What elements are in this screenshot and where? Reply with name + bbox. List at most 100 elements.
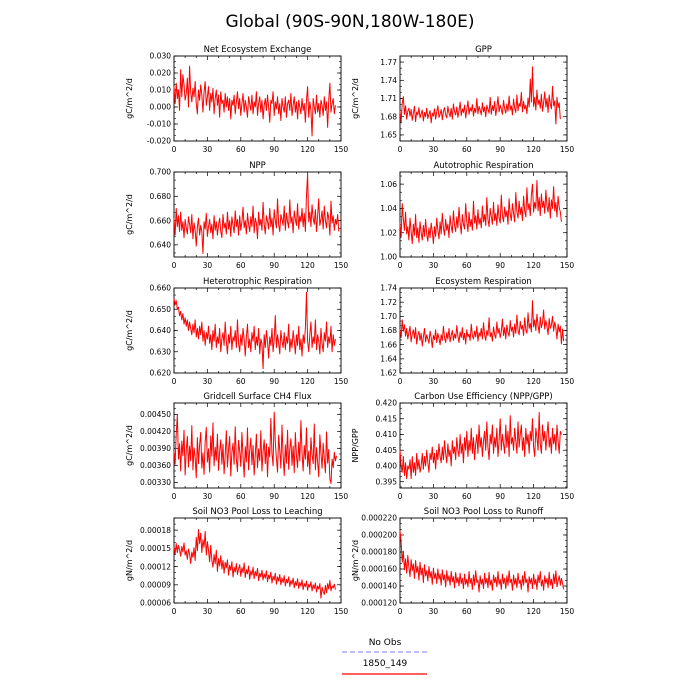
y-tick-label: 0.630: [150, 347, 172, 356]
series-line-1850-149: [399, 180, 562, 245]
y-tick-label: 1.74: [380, 76, 397, 85]
x-tick-label: 0: [398, 261, 403, 270]
x-tick-label: 120: [526, 377, 541, 386]
x-tick-label: 150: [334, 607, 349, 616]
legend: No Obs 1850_149: [342, 638, 427, 675]
y-tick-label: 0.020: [150, 69, 172, 78]
x-tick-label: 60: [462, 492, 472, 501]
panel-soil-no3-pool-loss-to-runoff: Soil NO3 Pool Loss to Runoff 0 30 60 90 120 15…: [351, 507, 574, 616]
x-tick-label: 120: [300, 261, 315, 270]
x-tick-label: 120: [300, 492, 315, 501]
y-tick-label: -0.020: [147, 137, 171, 146]
panel-title: Heterotrophic Respiration: [203, 277, 312, 287]
x-tick-label: 120: [300, 607, 315, 616]
x-tick-label: 120: [300, 377, 315, 386]
panel-autotrophic-respiration: Autotrophic Respiration 0 30 60 90 120 150 1.00…: [380, 161, 574, 270]
x-tick-label: 0: [398, 377, 403, 386]
y-tick-label: 1.06: [380, 180, 397, 189]
panel-soil-no3-pool-loss-to-leaching: Soil NO3 Pool Loss to Leaching 0 30 60 90 120…: [125, 507, 348, 616]
y-tick-label: 0.00006: [140, 599, 171, 608]
legend-label-1850-149: 1850_149: [363, 659, 408, 669]
x-tick-label: 150: [334, 261, 349, 270]
y-tick-label: -0.010: [147, 120, 171, 129]
panel-title: Gridcell Surface CH4 Flux: [203, 392, 311, 402]
series-line-1850-149: [173, 173, 340, 254]
plot-frame: [173, 55, 342, 142]
y-tick-label: 0.00450: [140, 410, 171, 419]
panel-title: GPP: [475, 45, 492, 55]
series-line-1850-149: [173, 411, 338, 484]
y-tick-label: 1.65: [380, 131, 397, 140]
x-tick-label: 30: [203, 377, 213, 386]
y-tick-label: 0.000220: [361, 514, 397, 523]
y-axis-label: gC/m^2/d: [351, 78, 360, 119]
y-tick-label: 0.640: [150, 326, 172, 335]
y-tick-label: 0.620: [150, 369, 172, 378]
plot-frame: [399, 171, 568, 258]
x-tick-label: 30: [429, 492, 439, 501]
x-tick-label: 60: [462, 261, 472, 270]
x-tick-label: 150: [560, 377, 575, 386]
x-tick-label: 0: [172, 261, 177, 270]
y-tick-label: 0.415: [376, 414, 398, 423]
y-tick-label: 1.62: [380, 369, 397, 378]
x-tick-label: 150: [560, 145, 575, 154]
x-tick-label: 90: [495, 145, 505, 154]
x-tick-label: 60: [236, 261, 246, 270]
x-tick-label: 0: [172, 607, 177, 616]
x-tick-label: 30: [203, 607, 213, 616]
x-tick-label: 150: [334, 145, 349, 154]
x-tick-label: 90: [269, 145, 279, 154]
x-tick-label: 150: [560, 492, 575, 501]
series-line-1850-149: [173, 291, 336, 370]
y-axis-label: gN/m^2/d: [125, 540, 134, 581]
y-tick-label: 0.010: [150, 86, 172, 95]
series-line-1850-149: [173, 529, 336, 599]
x-tick-label: 60: [236, 145, 246, 154]
x-tick-label: 30: [429, 145, 439, 154]
x-tick-label: 150: [560, 607, 575, 616]
chart-panels: Net Ecosystem Exchange 0 30 60 90 120 150 -0.02…: [125, 45, 574, 616]
plot-frame: [173, 171, 342, 258]
y-tick-label: 0.405: [376, 446, 398, 455]
x-tick-label: 60: [236, 377, 246, 386]
x-tick-label: 150: [334, 492, 349, 501]
x-tick-label: 90: [269, 377, 279, 386]
x-tick-label: 90: [495, 492, 505, 501]
series-line-1850-149: [399, 66, 561, 125]
series-line-1850-149: [399, 300, 565, 348]
y-tick-label: 0.00009: [140, 580, 171, 589]
y-tick-label: 0.00018: [140, 526, 171, 535]
x-tick-label: 0: [172, 492, 177, 501]
panel-heterotrophic-respiration: Heterotrophic Respiration 0 30 60 90 120 150 0.…: [125, 277, 348, 386]
y-tick-label: 0.660: [150, 216, 172, 225]
y-axis-label: gC/m^2/d: [125, 425, 134, 466]
x-tick-label: 60: [236, 492, 246, 501]
y-tick-label: 0.660: [150, 284, 172, 293]
plot-frame: [399, 517, 568, 604]
x-tick-label: 30: [429, 607, 439, 616]
x-tick-label: 90: [269, 261, 279, 270]
x-tick-label: 60: [462, 607, 472, 616]
y-tick-label: 0.420: [376, 399, 398, 408]
panel-title: Net Ecosystem Exchange: [204, 45, 312, 55]
x-tick-label: 60: [462, 145, 472, 154]
y-tick-label: 1.71: [380, 94, 397, 103]
x-tick-label: 120: [526, 607, 541, 616]
y-tick-label: 0.410: [376, 430, 398, 439]
y-axis-label: NPP/GPP: [351, 428, 360, 462]
x-tick-label: 30: [203, 492, 213, 501]
x-tick-label: 30: [203, 145, 213, 154]
x-tick-label: 60: [462, 377, 472, 386]
y-tick-label: 0.000180: [361, 548, 397, 557]
page-title: Global (90S-90N,180W-180E): [225, 12, 474, 32]
x-tick-label: 0: [172, 145, 177, 154]
y-tick-label: 0.00330: [140, 478, 171, 487]
y-axis-label: gC/m^2/d: [125, 310, 134, 351]
panel-title: NPP: [249, 161, 266, 171]
y-tick-label: 1.04: [380, 204, 397, 213]
y-tick-label: 0.00390: [140, 444, 171, 453]
panel-npp: NPP 0 30 60 90 120 150 0.640 0.660 0.680 0.700 gC/m…: [125, 161, 348, 270]
x-tick-label: 30: [429, 261, 439, 270]
